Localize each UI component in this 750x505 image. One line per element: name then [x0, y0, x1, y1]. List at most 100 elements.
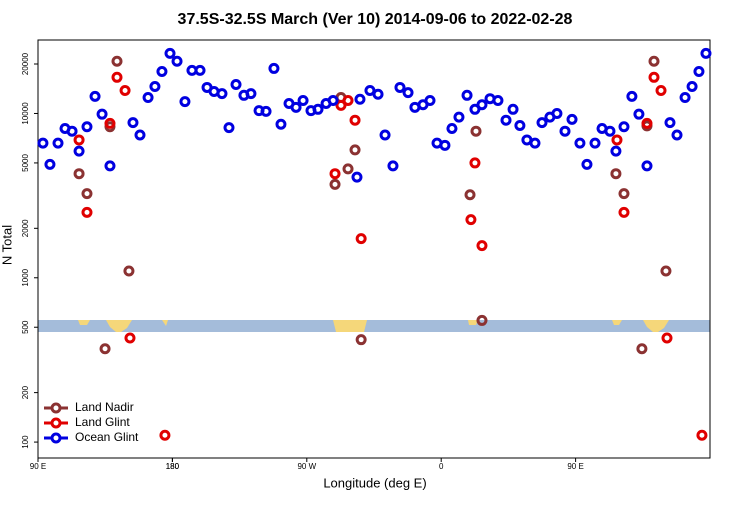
- data-point: [648, 55, 660, 67]
- data-point: [73, 134, 85, 146]
- land: [468, 320, 478, 325]
- data-point: [379, 129, 391, 141]
- y-tick-label: 100: [21, 435, 30, 449]
- data-point: [81, 121, 93, 133]
- land: [643, 320, 669, 332]
- data-point: [700, 47, 712, 59]
- data-point: [268, 62, 280, 74]
- legend-marker: [50, 417, 62, 429]
- y-tick-label: 500: [21, 320, 30, 334]
- legend-label: Land Glint: [75, 415, 130, 429]
- data-point: [566, 113, 578, 125]
- data-point: [216, 88, 228, 100]
- data-point: [111, 71, 123, 83]
- data-point: [626, 90, 638, 102]
- data-point: [37, 137, 49, 149]
- data-point: [290, 101, 302, 113]
- data-point: [641, 117, 653, 129]
- data-point: [134, 129, 146, 141]
- data-point: [194, 64, 206, 76]
- data-point: [119, 84, 131, 96]
- x-axis-label: Longitude (deg E): [323, 475, 426, 490]
- data-point: [104, 160, 116, 172]
- y-tick-label: 5000: [21, 153, 30, 171]
- data-point: [230, 79, 242, 91]
- land: [333, 320, 367, 332]
- data-point: [335, 99, 347, 111]
- data-point: [149, 80, 161, 92]
- data-point: [260, 105, 272, 117]
- data-point: [693, 66, 705, 78]
- data-point: [536, 117, 548, 129]
- data-point: [387, 160, 399, 172]
- data-point: [89, 90, 101, 102]
- legend-marker: [50, 432, 62, 444]
- data-point: [342, 94, 354, 106]
- data-point: [223, 122, 235, 134]
- legend-label: Land Nadir: [75, 400, 134, 414]
- legend-label: Ocean Glint: [75, 430, 139, 444]
- data-point: [618, 188, 630, 200]
- data-point: [529, 137, 541, 149]
- data-point: [349, 114, 361, 126]
- data-point: [686, 80, 698, 92]
- data-point: [660, 265, 672, 277]
- y-tick-label: 200: [21, 385, 30, 399]
- data-point: [329, 178, 341, 190]
- data-point: [99, 343, 111, 355]
- data-point: [492, 94, 504, 106]
- data-point: [104, 117, 116, 129]
- data-point: [424, 94, 436, 106]
- data-point: [461, 89, 473, 101]
- data-point: [514, 119, 526, 131]
- data-point: [245, 88, 257, 100]
- data-point: [81, 188, 93, 200]
- data-point: [696, 429, 708, 441]
- data-point: [633, 108, 645, 120]
- data-point: [351, 171, 363, 183]
- x-tick-label: 90 W: [297, 462, 316, 471]
- data-point: [66, 125, 78, 137]
- data-point: [589, 137, 601, 149]
- data-point: [372, 88, 384, 100]
- data-point: [142, 92, 154, 104]
- data-point: [394, 81, 406, 93]
- data-point: [446, 123, 458, 135]
- data-point: [171, 55, 183, 67]
- data-point: [610, 168, 622, 180]
- x-tick-label: 180: [166, 462, 180, 471]
- y-axis-label: N Total: [0, 225, 14, 265]
- data-point: [349, 144, 361, 156]
- data-point: [354, 93, 366, 105]
- data-point: [604, 125, 616, 137]
- x-tick-label: 90 E: [30, 462, 46, 471]
- data-point: [618, 121, 630, 133]
- data-point: [329, 168, 341, 180]
- data-point: [453, 111, 465, 123]
- data-point: [156, 66, 168, 78]
- data-point: [123, 265, 135, 277]
- data-point: [402, 87, 414, 99]
- data-point: [275, 118, 287, 130]
- data-point: [476, 99, 488, 111]
- x-tick-label: 180: [166, 462, 180, 471]
- data-point: [127, 117, 139, 129]
- data-point: [124, 332, 136, 344]
- y-tick-label: 1000: [21, 268, 30, 286]
- data-point: [312, 103, 324, 115]
- data-point: [164, 47, 176, 59]
- land: [106, 320, 132, 332]
- data-point: [618, 206, 630, 218]
- data-point: [364, 84, 376, 96]
- x-tick-label: 90 E: [567, 462, 583, 471]
- land: [162, 320, 168, 326]
- data-point: [355, 233, 367, 245]
- data-point: [44, 158, 56, 170]
- data-point: [574, 137, 586, 149]
- map-strip: [38, 320, 710, 332]
- y-tick-label: 10000: [21, 102, 30, 125]
- data-point: [81, 206, 93, 218]
- data-point: [470, 125, 482, 137]
